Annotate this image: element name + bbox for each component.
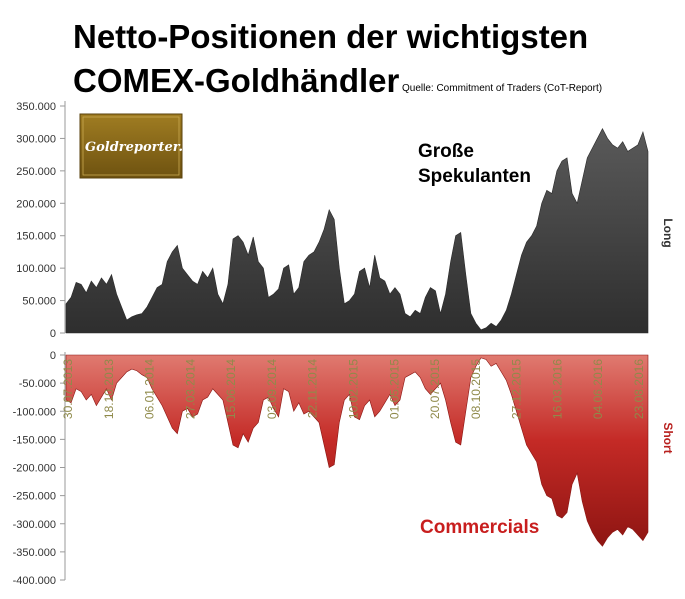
lower-y-tick-label: -300.000 xyxy=(13,519,56,531)
x-date-label: 20.07.2015 xyxy=(428,359,442,419)
lower-y-tick-label: -150.000 xyxy=(13,434,56,446)
upper-y-tick-label: 0 xyxy=(50,328,56,340)
lower-y-tick-label: -100.000 xyxy=(13,406,56,418)
annotation-speculators-line2: Spekulanten xyxy=(418,166,531,187)
side-label-short: Short xyxy=(661,422,675,453)
upper-y-tick-label: 50.000 xyxy=(22,296,56,308)
annotation-commercials: Commercials xyxy=(420,517,539,538)
x-date-label: 27.03.2014 xyxy=(183,359,197,419)
lower-y-tick-label: -50.000 xyxy=(19,378,56,390)
lower-y-tick-label: -350.000 xyxy=(13,547,56,559)
upper-y-tick-label: 100.000 xyxy=(16,263,56,275)
x-date-label: 06.01.2014 xyxy=(143,359,157,419)
side-label-long: Long xyxy=(661,218,675,247)
x-date-label: 23.08.2016 xyxy=(632,359,646,419)
lower-y-axis: 0 -50.000 -100.000 -150.000 -200.000 -250.000… xyxy=(13,350,66,587)
x-axis-date-labels: 30.07.2013 18.10.2013 06.01.2014 27.03.2014… xyxy=(61,359,646,419)
lower-y-tick-label: -200.000 xyxy=(13,463,56,475)
upper-y-tick-label: 150.000 xyxy=(16,231,56,243)
x-date-label: 15.06.2014 xyxy=(224,359,238,419)
annotation-speculators-line1: Große xyxy=(418,141,474,162)
upper-y-axis: 0 50.000 100.000 150.000 200.000 250.000 300.0… xyxy=(16,101,66,340)
source-note: Quelle: Commitment of Traders (CoT-Repor… xyxy=(402,83,602,94)
x-date-label: 01.05.2015 xyxy=(387,359,401,419)
lower-y-tick-label: -400.000 xyxy=(13,575,56,587)
x-date-label: 27.12.2015 xyxy=(510,359,524,419)
chart-title-line2: COMEX-Goldhändler xyxy=(73,62,400,99)
series-commercials-area xyxy=(65,354,649,547)
x-date-label: 16.03.2016 xyxy=(550,359,564,419)
series-speculators-area xyxy=(65,128,649,334)
x-date-label: 22.11.2014 xyxy=(306,359,320,418)
upper-y-tick-label: 250.000 xyxy=(16,166,56,178)
x-date-label: 08.10.2015 xyxy=(469,359,483,419)
upper-y-tick-label: 350.000 xyxy=(16,101,56,113)
goldreporter-logo: Goldreporter.de xyxy=(79,113,200,179)
x-date-label: 30.07.2013 xyxy=(61,359,75,419)
lower-y-tick-label: -250.000 xyxy=(13,491,56,503)
logo-text: Goldreporter.de xyxy=(85,140,200,155)
x-date-label: 04.06.2016 xyxy=(591,359,605,419)
x-date-label: 03.09.2014 xyxy=(265,359,279,419)
upper-y-tick-label: 300.000 xyxy=(16,133,56,145)
x-date-label: 18.10.2013 xyxy=(102,359,116,419)
x-date-label: 10.02.2015 xyxy=(347,359,361,419)
lower-y-tick-label: 0 xyxy=(50,350,56,362)
upper-y-tick-label: 200.000 xyxy=(16,198,56,210)
chart-title-line1: Netto-Positionen der wichtigsten xyxy=(73,18,588,55)
